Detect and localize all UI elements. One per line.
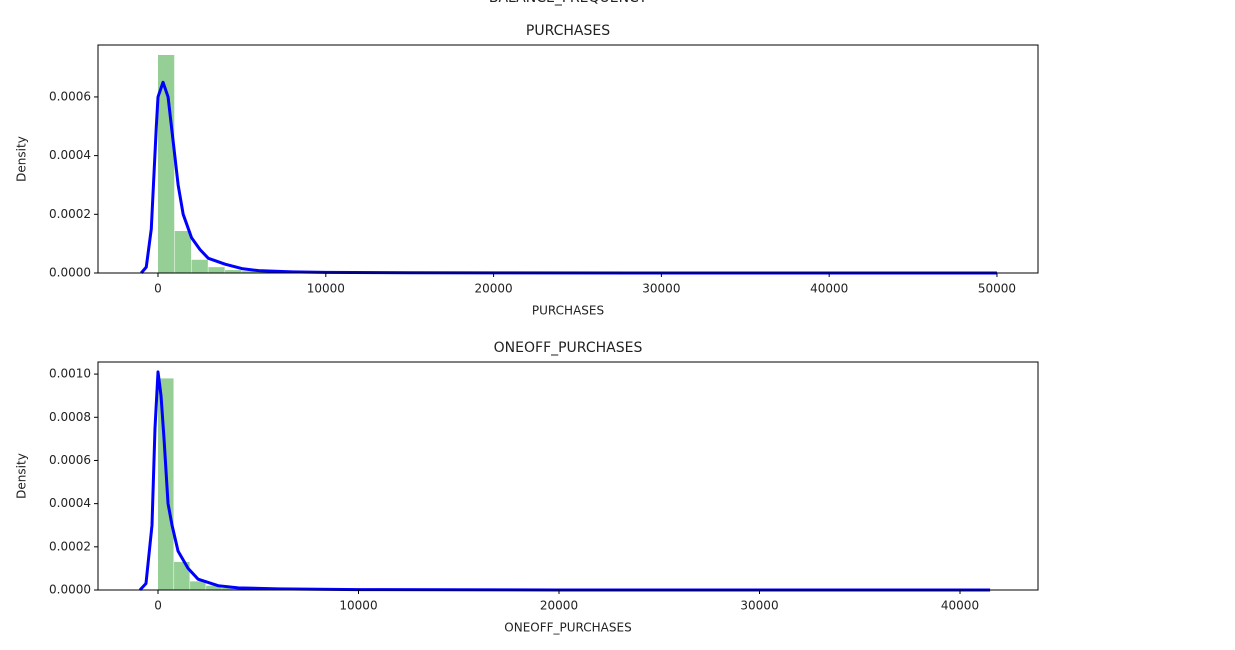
bar — [191, 259, 208, 273]
kde-line — [138, 370, 991, 592]
y-tick-label: 0.0002 — [49, 539, 91, 553]
y-tick-label: 0.0004 — [49, 496, 91, 510]
bar — [206, 585, 222, 590]
x-tick-label: 20000 — [540, 599, 578, 613]
x-tick-label: 20000 — [474, 282, 512, 296]
bar — [225, 270, 242, 273]
x-tick-label: 50000 — [978, 282, 1016, 296]
y-axis-label: Density — [15, 136, 29, 182]
bar — [174, 561, 190, 590]
bar — [241, 271, 259, 273]
chart-title: ONEOFF_PURCHASES — [494, 340, 643, 356]
bar — [174, 231, 192, 273]
y-tick-label: 0.0006 — [49, 453, 91, 467]
x-axis-label: ONEOFF_PURCHASES — [504, 621, 631, 635]
bar — [222, 587, 238, 590]
y-tick-label: 0.0004 — [49, 148, 91, 162]
kde-line — [140, 80, 997, 275]
y-tick-label: 0.0002 — [49, 207, 91, 221]
axes-frame — [97, 361, 1039, 591]
x-tick-label: 30000 — [740, 599, 778, 613]
chart-title: PURCHASES — [526, 23, 610, 39]
y-tick-label: 0.0008 — [49, 410, 91, 424]
bar — [190, 581, 206, 590]
x-tick-label: 10000 — [339, 599, 377, 613]
bar — [208, 267, 225, 273]
y-tick-label: 0.0000 — [49, 266, 91, 280]
x-tick-label: 30000 — [642, 282, 680, 296]
cut-off-title: BALANCE_FREQUENCY — [489, 0, 648, 6]
x-tick-label: 0 — [154, 599, 162, 613]
x-tick-label: 40000 — [810, 282, 848, 296]
x-tick-label: 40000 — [941, 599, 979, 613]
x-tick-label: 0 — [154, 282, 162, 296]
x-axis-label: PURCHASES — [532, 304, 604, 318]
y-tick-label: 0.0010 — [49, 367, 91, 381]
y-axis-label: Density — [15, 453, 29, 499]
x-tick-label: 10000 — [307, 282, 345, 296]
y-tick-label: 0.0000 — [49, 583, 91, 597]
y-tick-label: 0.0006 — [49, 89, 91, 103]
axes-frame — [97, 44, 1039, 274]
